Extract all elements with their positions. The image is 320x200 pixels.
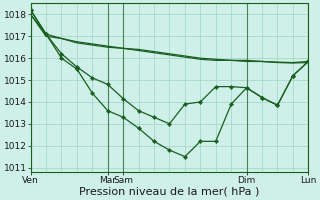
X-axis label: Pression niveau de la mer( hPa ): Pression niveau de la mer( hPa ) (79, 187, 260, 197)
